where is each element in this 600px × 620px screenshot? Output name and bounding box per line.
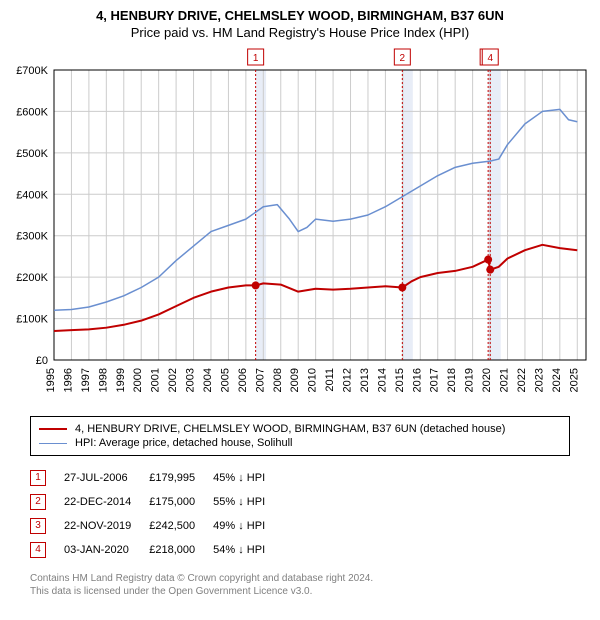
x-tick-label: 2004 [202, 368, 214, 392]
transaction-dot [398, 284, 406, 292]
transaction-delta: 54% ↓ HPI [213, 538, 283, 562]
x-tick-label: 2014 [376, 368, 388, 392]
event-band [402, 70, 412, 360]
chart-svg: £0 £100K £200K £300K £400K £500K £600K £700K 199… [6, 46, 594, 406]
transaction-date: 22-DEC-2014 [64, 490, 149, 514]
y-tick-label: £200K [16, 272, 48, 284]
transaction-price: £179,995 [149, 466, 213, 490]
transaction-delta: 49% ↓ HPI [213, 514, 283, 538]
event-band [490, 70, 500, 360]
x-tick-label: 2012 [342, 368, 354, 392]
table-row: 1 27-JUL-2006£179,99545% ↓ HPI [30, 466, 283, 490]
y-tick-label: £100K [16, 314, 48, 326]
x-tick-label: 2006 [237, 368, 249, 392]
transaction-marker-cell: 3 [30, 514, 64, 538]
legend-item-property: 4, HENBURY DRIVE, CHELMSLEY WOOD, BIRMIN… [39, 423, 561, 435]
y-tick-label: £400K [16, 189, 48, 201]
x-tick-label: 2000 [132, 368, 144, 392]
x-tick-label: 2002 [167, 368, 179, 392]
x-tick-label: 2023 [533, 368, 545, 392]
transaction-price: £218,000 [149, 538, 213, 562]
legend-label-hpi: HPI: Average price, detached house, Soli… [75, 437, 293, 449]
x-tick-label: 2013 [359, 368, 371, 392]
x-tick-label: 2024 [551, 368, 563, 392]
x-tick-label: 1996 [62, 368, 74, 392]
x-tick-label: 1997 [80, 368, 92, 392]
plot-frame [54, 70, 586, 360]
x-tick-label: 2022 [516, 368, 528, 392]
table-row: 3 22-NOV-2019£242,50049% ↓ HPI [30, 514, 283, 538]
y-tick-label: £600K [16, 106, 48, 118]
transaction-marker-cell: 4 [30, 538, 64, 562]
transaction-marker-cell: 2 [30, 490, 64, 514]
legend: 4, HENBURY DRIVE, CHELMSLEY WOOD, BIRMIN… [30, 416, 570, 456]
x-tick-label: 2018 [446, 368, 458, 392]
x-tick-label: 2020 [481, 368, 493, 392]
license-line2: This data is licensed under the Open Gov… [30, 585, 570, 598]
event-number: 4 [487, 53, 493, 64]
chart-container: { "title_line1": "4, HENBURY DRIVE, CHEL… [0, 0, 600, 604]
event-number: 2 [400, 53, 406, 64]
y-tick-label: £300K [16, 231, 48, 243]
x-tick-label: 2016 [411, 368, 423, 392]
x-tick-label: 2005 [219, 368, 231, 392]
legend-swatch-property [39, 428, 67, 430]
line-chart: £0 £100K £200K £300K £400K £500K £600K £700K 199… [6, 46, 594, 406]
transaction-date: 03-JAN-2020 [64, 538, 149, 562]
table-row: 2 22-DEC-2014£175,00055% ↓ HPI [30, 490, 283, 514]
transaction-dot [484, 256, 492, 264]
x-tick-label: 2021 [499, 368, 511, 392]
transaction-date: 22-NOV-2019 [64, 514, 149, 538]
license-line1: Contains HM Land Registry data © Crown c… [30, 572, 570, 585]
legend-swatch-hpi [39, 443, 67, 444]
transactions-table: 1 27-JUL-2006£179,99545% ↓ HPI 2 22-DEC-201… [30, 466, 570, 562]
x-tick-label: 1999 [115, 368, 127, 392]
transaction-price: £242,500 [149, 514, 213, 538]
transaction-marker: 1 [30, 470, 46, 486]
legend-label-property: 4, HENBURY DRIVE, CHELMSLEY WOOD, BIRMIN… [75, 423, 505, 435]
x-tick-label: 2017 [429, 368, 441, 392]
license-text: Contains HM Land Registry data © Crown c… [30, 572, 570, 598]
chart-title-subtitle: Price paid vs. HM Land Registry's House … [6, 25, 594, 40]
event-band [256, 70, 266, 360]
transaction-dot [486, 266, 494, 274]
transaction-marker: 3 [30, 518, 46, 534]
x-tick-label: 2011 [324, 368, 336, 392]
event-number: 1 [253, 53, 259, 64]
x-tick-label: 1995 [45, 368, 57, 392]
transaction-dot [252, 281, 260, 289]
transaction-delta: 55% ↓ HPI [213, 490, 283, 514]
transaction-delta: 45% ↓ HPI [213, 466, 283, 490]
transaction-marker: 2 [30, 494, 46, 510]
transaction-marker-cell: 1 [30, 466, 64, 490]
x-tick-label: 2010 [307, 368, 319, 392]
legend-item-hpi: HPI: Average price, detached house, Soli… [39, 437, 561, 449]
y-tick-label: £500K [16, 148, 48, 160]
transaction-price: £175,000 [149, 490, 213, 514]
table-row: 4 03-JAN-2020£218,00054% ↓ HPI [30, 538, 283, 562]
y-tick-label: £700K [16, 65, 48, 77]
transaction-marker: 4 [30, 542, 46, 558]
x-tick-label: 2009 [289, 368, 301, 392]
x-tick-label: 1998 [97, 368, 109, 392]
chart-title-address: 4, HENBURY DRIVE, CHELMSLEY WOOD, BIRMIN… [6, 8, 594, 23]
x-tick-label: 2025 [568, 368, 580, 392]
x-tick-label: 2007 [254, 368, 266, 392]
x-tick-label: 2003 [185, 368, 197, 392]
y-tick-label: £0 [36, 355, 48, 367]
x-tick-label: 2015 [394, 368, 406, 392]
transaction-date: 27-JUL-2006 [64, 466, 149, 490]
x-tick-label: 2001 [150, 368, 162, 392]
x-tick-label: 2019 [464, 368, 476, 392]
x-tick-label: 2008 [272, 368, 284, 392]
